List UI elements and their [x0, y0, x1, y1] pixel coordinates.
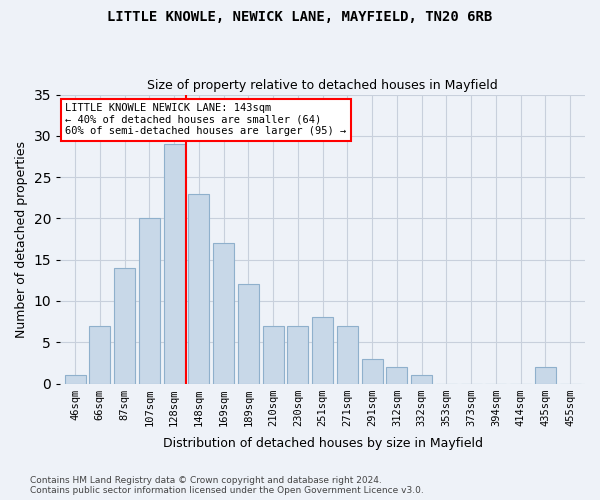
Bar [139, 218, 160, 384]
Bar [386, 367, 407, 384]
Title: Size of property relative to detached houses in Mayfield: Size of property relative to detached ho… [147, 79, 498, 92]
Bar [312, 318, 333, 384]
Text: Contains HM Land Registry data © Crown copyright and database right 2024.
Contai: Contains HM Land Registry data © Crown c… [30, 476, 424, 495]
Y-axis label: Number of detached properties: Number of detached properties [15, 140, 28, 338]
Bar [411, 376, 432, 384]
X-axis label: Distribution of detached houses by size in Mayfield: Distribution of detached houses by size … [163, 437, 482, 450]
Bar [65, 376, 86, 384]
Bar [535, 367, 556, 384]
Bar [238, 284, 259, 384]
Bar [89, 326, 110, 384]
Bar [263, 326, 284, 384]
Bar [213, 243, 234, 384]
Bar [337, 326, 358, 384]
Text: LITTLE KNOWLE, NEWICK LANE, MAYFIELD, TN20 6RB: LITTLE KNOWLE, NEWICK LANE, MAYFIELD, TN… [107, 10, 493, 24]
Bar [188, 194, 209, 384]
Text: LITTLE KNOWLE NEWICK LANE: 143sqm
← 40% of detached houses are smaller (64)
60% : LITTLE KNOWLE NEWICK LANE: 143sqm ← 40% … [65, 103, 347, 136]
Bar [287, 326, 308, 384]
Bar [362, 359, 383, 384]
Bar [164, 144, 185, 384]
Bar [114, 268, 135, 384]
